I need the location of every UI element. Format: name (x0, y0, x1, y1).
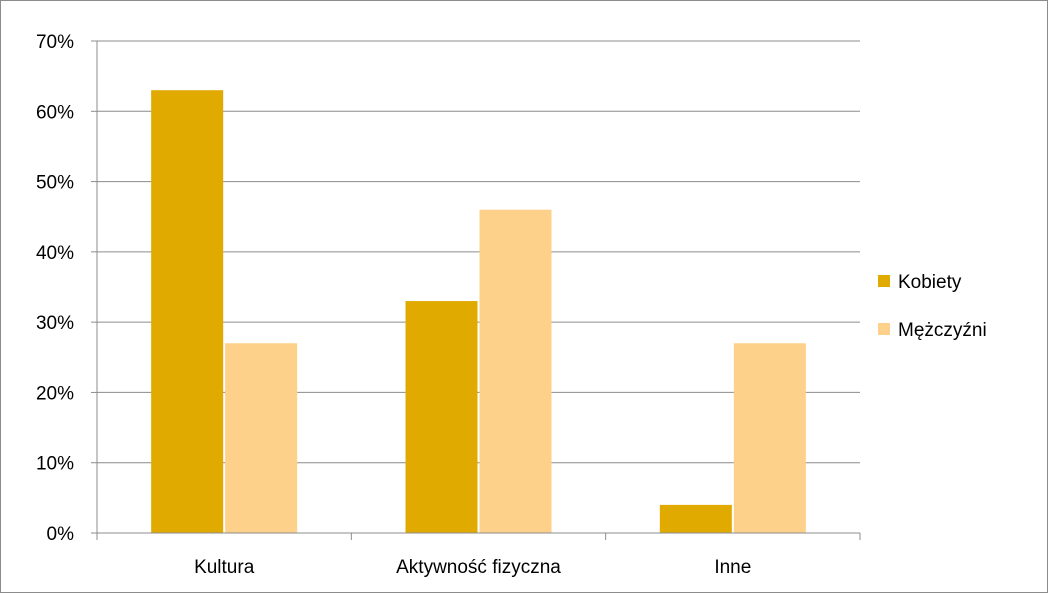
y-tick-label: 60% (36, 102, 74, 123)
y-tick-label: 70% (36, 32, 74, 53)
axes (91, 40, 861, 540)
bar-kobiety (659, 504, 732, 533)
x-category-label: Kultura (194, 557, 255, 578)
x-category-label: Inne (714, 557, 751, 578)
bars (151, 90, 806, 533)
y-tick-label: 20% (36, 383, 74, 404)
y-tick-label: 50% (36, 173, 74, 194)
x-category-label: Aktywność fizyczna (396, 557, 561, 578)
y-tick-label: 40% (36, 243, 74, 264)
y-axis-tick-labels: 0% 10% 20% 30% 40% 50% 60% 70% (36, 32, 74, 545)
legend-label: Mężczyźni (898, 320, 987, 341)
gridlines (97, 40, 860, 464)
bar-mezczyzni (479, 209, 552, 533)
bar-kobiety (151, 90, 224, 533)
y-tick-label: 30% (36, 313, 74, 334)
bar-mezczyzni (225, 343, 298, 533)
x-axis-category-labels: Kultura Aktywność fizyczna Inne (194, 557, 751, 578)
bar-mezczyzni (733, 343, 806, 533)
y-tick-label: 10% (36, 454, 74, 475)
y-tick-label: 0% (47, 524, 75, 545)
legend-swatch (878, 323, 890, 335)
legend-label: Kobiety (898, 272, 962, 293)
legend: Kobiety Mężczyźni (878, 272, 987, 341)
legend-swatch (878, 275, 890, 287)
bar-kobiety (405, 301, 478, 533)
